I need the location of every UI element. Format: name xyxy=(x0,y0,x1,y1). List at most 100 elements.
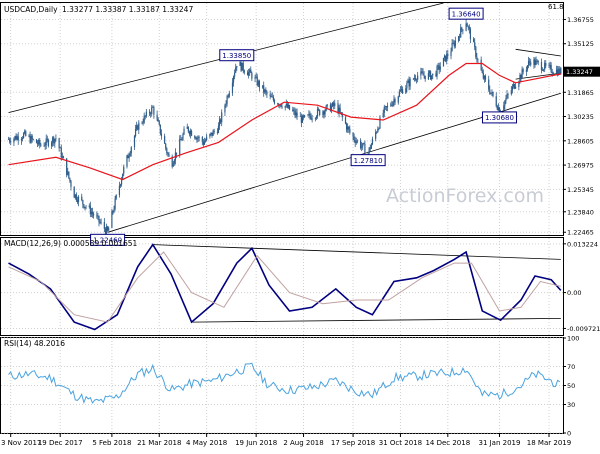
candle-body xyxy=(507,94,509,95)
candle-body xyxy=(55,138,57,139)
price-annotation-label: 1.30680 xyxy=(485,114,514,122)
price-y-tick-label: 1.35125 xyxy=(567,40,594,48)
rsi-y-tick-label: 70 xyxy=(567,363,575,371)
candle-body xyxy=(28,135,30,137)
x-tick-label: 18 Mar 2019 xyxy=(527,439,571,447)
candle-body xyxy=(264,89,266,93)
candle-body xyxy=(197,137,199,139)
candle-body xyxy=(211,132,213,136)
candle-body xyxy=(474,42,476,47)
candle-body xyxy=(104,228,107,234)
candle-body xyxy=(378,128,380,130)
candle-body xyxy=(465,23,467,31)
candle-body xyxy=(498,107,501,114)
candle-body xyxy=(359,140,362,148)
candle-body xyxy=(123,166,125,174)
candle-body xyxy=(7,139,10,141)
candle-body xyxy=(151,107,153,115)
candle-body xyxy=(363,143,365,144)
candle-body xyxy=(30,136,32,143)
candle-body xyxy=(420,71,422,76)
candle-body xyxy=(324,110,326,115)
candle-body xyxy=(552,73,554,74)
candle-body xyxy=(308,113,310,115)
candle-body xyxy=(505,98,507,101)
candle-body xyxy=(496,106,498,110)
candle-body xyxy=(413,78,416,79)
candle-body xyxy=(60,147,62,158)
candle-body xyxy=(232,76,235,83)
candle-body xyxy=(382,112,384,118)
candle-body xyxy=(285,103,287,106)
candle-body xyxy=(295,112,297,116)
candle-body xyxy=(525,69,527,72)
candle-body xyxy=(38,139,40,145)
candle-body xyxy=(24,131,26,134)
candle-body xyxy=(194,135,196,139)
candle-body xyxy=(182,134,184,140)
candle-body xyxy=(459,36,461,38)
candle-body xyxy=(385,106,388,108)
candle-body xyxy=(461,27,463,30)
candle-body xyxy=(309,113,311,117)
rsi-line xyxy=(8,362,561,405)
candle-body xyxy=(541,70,544,71)
candle-body xyxy=(119,184,122,186)
candle-body xyxy=(540,62,543,71)
candle-body xyxy=(473,39,475,43)
candle-body xyxy=(82,200,84,205)
candle-body xyxy=(412,78,414,80)
candle-body xyxy=(142,122,144,124)
candle-body xyxy=(332,102,334,107)
candle-body xyxy=(179,139,181,155)
price-triangle-lower-trend-line xyxy=(515,72,561,80)
price-annotation-label: 1.27810 xyxy=(354,157,383,165)
candle-body xyxy=(225,103,227,106)
candle-body xyxy=(206,136,208,141)
candle-body xyxy=(91,212,94,214)
candle-body xyxy=(323,111,325,115)
candle-body xyxy=(31,136,33,140)
candle-body xyxy=(435,73,437,77)
current-price-box xyxy=(564,66,600,77)
candle-body xyxy=(189,130,192,135)
candle-body xyxy=(228,93,230,97)
candle-body xyxy=(510,90,512,95)
candle-body xyxy=(186,126,188,129)
candle-body xyxy=(262,85,264,88)
candle-body xyxy=(399,90,402,92)
candle-body xyxy=(398,91,400,97)
price-header-symbol: USDCAD,Daily xyxy=(4,5,58,14)
x-tick-label: 31 Jan 2019 xyxy=(478,439,520,447)
candle-body xyxy=(120,178,123,185)
candle-body xyxy=(277,103,279,105)
x-tick-label: 14 Dec 2018 xyxy=(425,439,470,447)
candle-body xyxy=(347,126,349,130)
candle-body xyxy=(92,213,95,216)
candle-body xyxy=(348,126,350,129)
candle-body xyxy=(460,27,462,38)
candle-body xyxy=(96,215,98,217)
candle-body xyxy=(89,205,91,215)
candle-body xyxy=(442,57,445,67)
candle-body xyxy=(165,143,167,149)
candle-body xyxy=(483,76,486,79)
annotation-layer: 1.22460 1.33850 1.27810 1.36640 1.30680 xyxy=(90,7,517,246)
price-annotation-box xyxy=(448,7,484,20)
candle-body xyxy=(288,104,291,110)
candle-body xyxy=(436,66,438,77)
candle-body xyxy=(367,152,369,154)
candle-body xyxy=(393,99,395,103)
candle-body xyxy=(316,109,319,117)
price-y-tick-label: 1.25345 xyxy=(567,186,594,194)
candle-body xyxy=(292,109,294,111)
candle-body xyxy=(480,59,482,71)
macd-signal-line xyxy=(8,251,561,323)
candle-body xyxy=(212,130,214,136)
candle-body xyxy=(414,78,417,80)
candle-body xyxy=(108,227,110,231)
candle-body xyxy=(167,153,169,155)
candle-body xyxy=(406,82,408,89)
rsi-y-tick-label: 0 xyxy=(567,430,571,438)
